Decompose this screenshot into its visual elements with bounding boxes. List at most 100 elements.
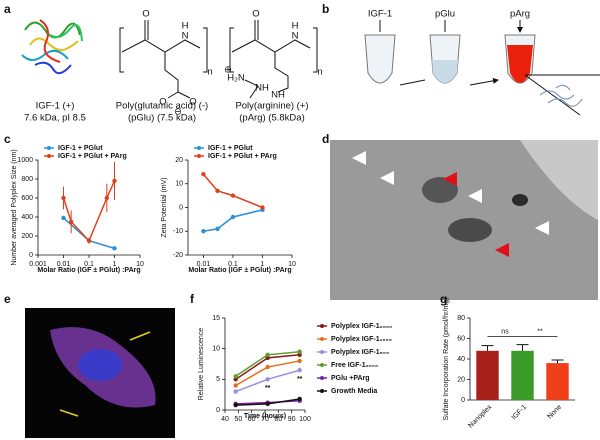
y-tick-label: 200 — [21, 233, 33, 240]
legend-label: Free IGF-1₂₀₀₀ — [331, 362, 378, 369]
molecule-caption: Poly(arginine) (+) — [235, 101, 308, 112]
legend-marker — [197, 146, 201, 150]
atom-label: ⊕ — [224, 65, 232, 76]
tube-label: pGlu — [435, 9, 455, 20]
x-tick-label: 10 — [288, 261, 296, 268]
y-axis-label: Relative Luminescence — [198, 328, 205, 400]
tem-image — [330, 140, 598, 300]
y-tick-label: 40 — [457, 356, 465, 363]
molecule-caption: IGF-1 (+) — [36, 101, 75, 112]
legend-label: IGF-1 + PGlut + PArg — [58, 153, 127, 160]
data-point — [61, 215, 66, 221]
panel-label: b — [322, 2, 329, 16]
x-tick-label: 0.001 — [29, 261, 47, 268]
data-point — [61, 195, 66, 201]
atom-label: N — [182, 31, 189, 42]
bar — [546, 363, 569, 400]
y-tick-label: 20 — [457, 376, 465, 383]
pglu-structure — [119, 20, 208, 99]
atom-label: N — [292, 31, 299, 42]
legend-marker — [320, 363, 324, 367]
y-tick-label: 0 — [216, 407, 220, 414]
molecule-caption: Poly(glutamic acid) (-) — [116, 101, 208, 112]
legend-marker — [197, 154, 201, 158]
y-tick-label: 400 — [21, 214, 33, 221]
atom-label: O — [159, 97, 166, 108]
molecule-caption: (pGlu) (7.5 kDa) — [128, 113, 196, 124]
panel-label: d — [322, 132, 329, 146]
data-point — [265, 377, 270, 382]
x-tick-label: 80 — [274, 416, 282, 423]
y-tick-label: 80 — [457, 315, 465, 322]
data-point — [230, 214, 236, 220]
x-tick-label: IGF-1 — [511, 404, 529, 422]
annotation: ns — [501, 328, 509, 335]
annotation: ** — [297, 376, 303, 383]
data-point — [233, 377, 238, 382]
y-tick-label: 0 — [179, 204, 183, 211]
legend-label: IGF-1 + PGlut — [208, 145, 253, 152]
data-point — [233, 389, 238, 394]
data-point — [265, 401, 270, 407]
error-bar — [516, 344, 529, 351]
y-tick-label: 1000 — [17, 157, 33, 164]
data-point — [104, 195, 110, 201]
annotation: ** — [537, 328, 543, 335]
y-tick-label: 10 — [175, 181, 183, 188]
legend-label: Polyplex IGF-1₁₀₀₀ — [331, 336, 392, 343]
annotation: ** — [265, 385, 271, 392]
data-point — [265, 352, 270, 357]
data-point — [112, 178, 117, 184]
atom-label: O — [252, 9, 259, 20]
panel-label: g — [440, 292, 447, 306]
data-point — [201, 172, 206, 177]
data-point — [297, 352, 302, 357]
data-point — [260, 205, 265, 210]
x-axis-label: Time (hours) — [244, 413, 286, 420]
x-tick-label: 90 — [288, 416, 296, 423]
x-tick-label: Nanoplex — [467, 403, 493, 429]
x-tick-label: 1 — [261, 261, 265, 268]
atom-label: H₂N — [227, 73, 245, 84]
atom-label: O — [142, 9, 149, 20]
y-tick-label: -20 — [173, 252, 183, 259]
y-tick-label: 600 — [21, 195, 33, 202]
atom-label: H — [182, 21, 189, 32]
tube-label: IGF-1 — [368, 9, 392, 20]
x-tick-label: 70 — [261, 416, 269, 423]
data-point — [265, 364, 270, 370]
data-point — [233, 383, 238, 388]
x-tick-label: 50 — [234, 416, 242, 423]
y-axis-label: Zeta Potential (mV) — [161, 177, 168, 237]
atom-label: ⊖ — [174, 107, 182, 118]
data-point — [297, 358, 302, 364]
bar — [476, 350, 499, 400]
data-point — [297, 396, 302, 402]
legend-label: Growth Media — [331, 388, 377, 395]
x-tick-label: None — [546, 404, 563, 421]
y-tick-label: 800 — [21, 176, 33, 183]
panel-label: a — [4, 2, 11, 16]
atom-label: O — [189, 97, 196, 108]
x-tick-label: 0.1 — [228, 261, 238, 268]
data-point — [68, 219, 74, 224]
parg-structure — [229, 20, 318, 99]
legend-label: PGlu +PArg — [331, 375, 370, 382]
panel-label: e — [4, 292, 11, 306]
legend-label: Polyplex IGF-1₂₀₀₀ — [331, 323, 392, 330]
y-tick-label: 5 — [216, 376, 220, 383]
error-bar — [481, 345, 494, 351]
x-tick-label: 0.01 — [57, 261, 71, 268]
legend-marker — [47, 154, 51, 158]
protein-structure — [21, 19, 83, 75]
series-line — [202, 173, 263, 209]
panel-label: f — [190, 292, 195, 306]
data-point — [297, 349, 302, 354]
x-tick-label: 0.1 — [84, 261, 94, 268]
bar — [511, 350, 534, 400]
data-point — [230, 193, 236, 198]
y-tick-label: 0 — [461, 397, 465, 404]
atom-label: NH — [255, 83, 269, 94]
x-tick-label: 1 — [113, 261, 117, 268]
